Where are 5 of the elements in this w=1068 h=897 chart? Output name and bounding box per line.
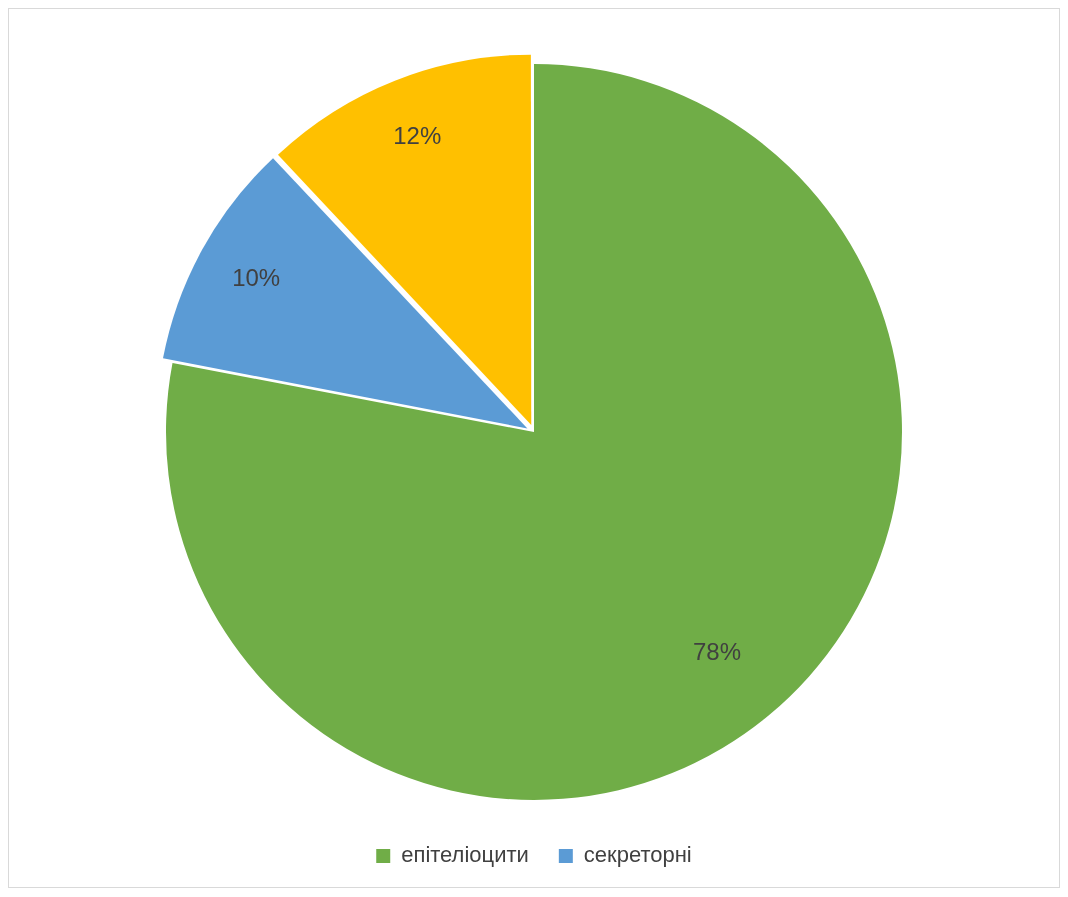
legend-label: секреторні: [583, 842, 692, 868]
data-label: 12%: [393, 121, 442, 149]
data-label: 10%: [232, 263, 281, 291]
data-label: 78%: [692, 637, 741, 665]
legend-label: епітеліоцити: [401, 842, 529, 868]
